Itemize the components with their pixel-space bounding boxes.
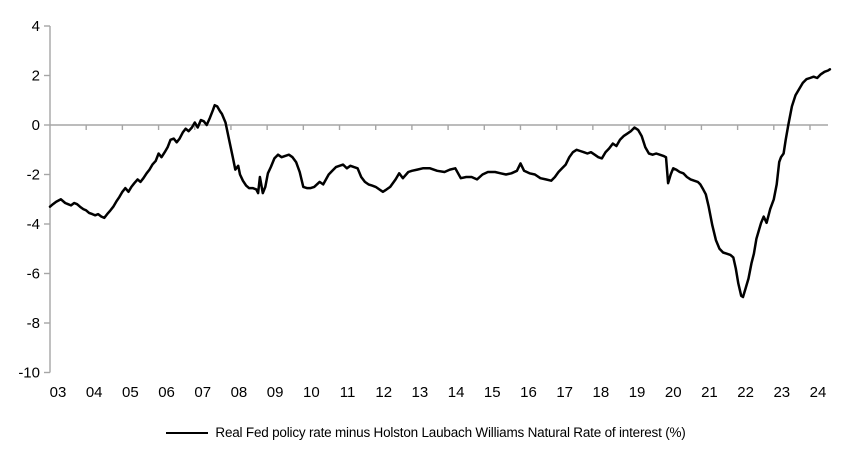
legend-line-swatch	[166, 431, 209, 434]
x-axis-tick-label: 15	[484, 384, 501, 401]
y-axis-tick-label: 0	[32, 117, 40, 134]
x-axis-tick-label: 12	[375, 384, 392, 401]
x-axis-tick-label: 08	[231, 384, 248, 401]
x-axis-tick-label: 17	[556, 384, 573, 401]
x-axis-tick-label: 09	[267, 384, 284, 401]
x-axis-tick-label: 13	[412, 384, 429, 401]
x-axis-tick-label: 20	[665, 384, 682, 401]
x-axis-tick-label: 21	[701, 384, 718, 401]
y-axis-tick-label: -6	[27, 266, 40, 283]
x-axis-tick-label: 11	[340, 384, 356, 401]
x-axis-tick-label: 23	[773, 384, 790, 401]
y-axis-tick-label: 4	[32, 18, 40, 35]
x-axis-tick-label: 16	[520, 384, 537, 401]
data-series-line	[48, 68, 832, 299]
y-axis-tick-label: -2	[27, 167, 40, 184]
x-axis-tick-label: 05	[122, 384, 139, 401]
x-axis-tick-label: 18	[593, 384, 610, 401]
x-axis-tick-label: 04	[86, 384, 103, 401]
y-axis-tick-label: -8	[27, 315, 40, 332]
x-axis-tick-label: 22	[737, 384, 754, 401]
y-axis-tick-label: 2	[32, 68, 40, 85]
x-axis-tick-label: 03	[50, 384, 67, 401]
x-axis-tick-label: 14	[448, 384, 465, 401]
x-axis-tick-label: 19	[629, 384, 646, 401]
x-axis-tick-label: 24	[810, 384, 827, 401]
x-axis-tick-label: 06	[158, 384, 175, 401]
chart-legend: Real Fed policy rate minus Holston Lauba…	[0, 425, 852, 440]
x-axis-tick-label: 10	[303, 384, 320, 401]
y-axis-tick-label: -4	[27, 216, 40, 233]
y-axis-tick-label: -10	[18, 365, 40, 382]
legend-series-label: Real Fed policy rate minus Holston Lauba…	[215, 425, 686, 440]
x-axis-tick-label: 07	[194, 384, 211, 401]
